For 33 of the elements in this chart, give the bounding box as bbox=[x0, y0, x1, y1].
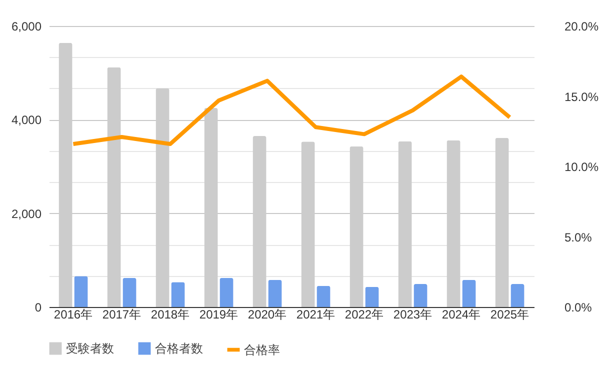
x-tick-label: 2021年 bbox=[296, 308, 336, 322]
legend-label: 受験者数 bbox=[66, 342, 114, 356]
y-tick-label: 4,000 bbox=[11, 113, 42, 128]
legend-label: 合格率 bbox=[244, 342, 280, 357]
line-series bbox=[71, 74, 512, 146]
y2-tick-label: 5.0% bbox=[564, 230, 592, 244]
y2-tick-label: 10.0% bbox=[564, 160, 599, 174]
x-tick-label: 2016年 bbox=[54, 308, 93, 322]
bar bbox=[316, 286, 330, 307]
x-tick-label: 2023年 bbox=[393, 308, 432, 322]
x-tick-label: 2017年 bbox=[102, 308, 142, 322]
y2-tick-label: 20.0% bbox=[564, 20, 599, 34]
x-tick-label: 2024年 bbox=[442, 308, 481, 322]
y-tick-label: 0 bbox=[34, 300, 42, 314]
bar bbox=[220, 278, 234, 307]
x-tick-label: 2019年 bbox=[199, 308, 238, 322]
bar bbox=[365, 286, 379, 307]
y-tick-label: 2,000 bbox=[11, 206, 42, 221]
y2-tick-label: 0.0% bbox=[564, 300, 592, 314]
bar bbox=[510, 284, 524, 307]
y2-tick-label: 15.0% bbox=[564, 90, 599, 104]
legend-label: 合格者数 bbox=[155, 342, 203, 356]
y-tick-label: 6,000 bbox=[11, 20, 42, 34]
bar bbox=[462, 280, 476, 307]
bar bbox=[414, 284, 428, 307]
bar bbox=[74, 276, 88, 307]
bar bbox=[122, 278, 136, 307]
bar bbox=[171, 282, 185, 307]
bar bbox=[268, 280, 282, 307]
x-tick-label: 2018年 bbox=[150, 308, 190, 322]
x-tick-label: 2020年 bbox=[248, 308, 287, 322]
x-tick-label: 2022年 bbox=[344, 308, 384, 322]
x-tick-label: 2025年 bbox=[490, 308, 530, 322]
